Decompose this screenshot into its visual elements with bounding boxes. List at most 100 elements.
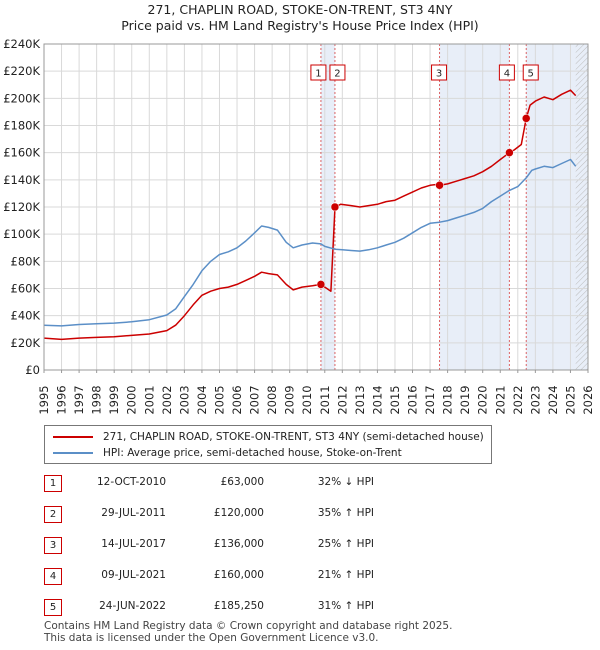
x-tick-label: 2000 bbox=[125, 385, 139, 414]
x-tick-label: 1996 bbox=[55, 385, 69, 414]
sale-markers bbox=[316, 114, 531, 289]
legend: 271, CHAPLIN ROAD, STOKE-ON-TRENT, ST3 4… bbox=[44, 425, 492, 464]
sale-label-box bbox=[329, 64, 346, 81]
legend-swatch-hpi bbox=[53, 452, 93, 454]
sale-price: £185,250 bbox=[213, 600, 264, 612]
sale-hpi-diff: 32% ↓ HPI bbox=[317, 476, 374, 488]
x-tick-label: 2010 bbox=[300, 385, 314, 414]
x-tick-label: 2015 bbox=[388, 385, 402, 414]
sale-date: 14-JUL-2017 bbox=[101, 538, 166, 550]
x-tick-label: 2002 bbox=[160, 385, 174, 414]
sale-number: 1 bbox=[44, 475, 62, 492]
x-tick-label: 2007 bbox=[248, 385, 262, 414]
sale-row: 2 29-JUL-2011 £120,000 35% ↑ HPI bbox=[44, 504, 564, 524]
sale-number: 4 bbox=[44, 568, 62, 585]
x-tick-label: 2024 bbox=[546, 385, 560, 414]
legend-item-property: 271, CHAPLIN ROAD, STOKE-ON-TRENT, ST3 4… bbox=[53, 429, 484, 445]
sale-date: 12-OCT-2010 bbox=[97, 476, 166, 488]
sale-price: £63,000 bbox=[220, 476, 264, 488]
x-tick-label: 2011 bbox=[318, 385, 332, 414]
legend-label-property: 271, CHAPLIN ROAD, STOKE-ON-TRENT, ST3 4… bbox=[103, 431, 484, 443]
sale-label-box bbox=[310, 64, 327, 81]
axis-layer: £0 £20K £40K £60K £80K £100K £120K £140K £160K £1… bbox=[3, 37, 595, 415]
y-tick-label: £40K bbox=[11, 309, 41, 323]
x-tick-label: 1999 bbox=[107, 385, 121, 414]
y-tick-label: £100K bbox=[3, 227, 40, 241]
x-tick-label: 1995 bbox=[37, 385, 51, 414]
sale-marker bbox=[435, 181, 444, 190]
footer-line-2: This data is licensed under the Open Gov… bbox=[44, 632, 379, 644]
sale-row: 3 14-JUL-2017 £136,000 25% ↑ HPI bbox=[44, 535, 564, 555]
footer-line-1: Contains HM Land Registry data © Crown c… bbox=[44, 620, 453, 632]
sale-hpi-diff: 21% ↑ HPI bbox=[317, 569, 374, 581]
sale-label-text: 5 bbox=[528, 69, 534, 80]
sale-date: 29-JUL-2011 bbox=[101, 507, 166, 519]
x-tick-label: 2025 bbox=[563, 385, 577, 414]
y-tick-label: £20K bbox=[11, 336, 41, 350]
sale-price: £136,000 bbox=[213, 538, 264, 550]
sale-label-text: 3 bbox=[436, 69, 442, 80]
y-tick-label: £0 bbox=[25, 363, 40, 377]
x-tick-label: 2003 bbox=[177, 385, 191, 414]
x-tick-label: 2020 bbox=[476, 385, 490, 414]
sale-number: 5 bbox=[44, 599, 62, 616]
x-tick-label: 2005 bbox=[212, 385, 226, 414]
sale-price: £160,000 bbox=[213, 569, 264, 581]
x-tick-label: 2017 bbox=[423, 385, 437, 414]
legend-label-hpi: HPI: Average price, semi-detached house,… bbox=[103, 447, 402, 459]
sale-date: 09-JUL-2021 bbox=[101, 569, 166, 581]
chart-subtitle: Price paid vs. HM Land Registry's House … bbox=[121, 18, 479, 33]
x-tick-label: 2022 bbox=[511, 385, 525, 414]
x-tick-label: 1997 bbox=[72, 385, 86, 414]
sale-label-box bbox=[522, 64, 539, 81]
legend-item-hpi: HPI: Average price, semi-detached house,… bbox=[53, 445, 402, 461]
plot-frame bbox=[43, 43, 589, 371]
sale-marker bbox=[316, 280, 326, 289]
sale-hpi-diff: 31% ↑ HPI bbox=[317, 600, 374, 612]
x-tick-label: 2001 bbox=[142, 385, 156, 414]
y-tick-label: £180K bbox=[3, 119, 40, 133]
y-tick-label: £140K bbox=[3, 173, 40, 187]
sale-marker bbox=[521, 114, 531, 123]
sale-label-text: 1 bbox=[315, 69, 321, 80]
x-tick-label: 1998 bbox=[90, 385, 104, 414]
legend-swatch-property bbox=[53, 436, 93, 438]
y-tick-label: £220K bbox=[3, 64, 40, 78]
sale-label-text: 4 bbox=[504, 69, 510, 80]
y-tick-label: £120K bbox=[3, 200, 40, 214]
y-tick-label: £200K bbox=[3, 91, 40, 105]
x-tick-label: 2026 bbox=[581, 385, 595, 414]
y-tick-label: £80K bbox=[11, 254, 41, 268]
y-tick-label: £160K bbox=[3, 146, 40, 160]
x-tick-label: 2004 bbox=[195, 385, 209, 414]
sale-hpi-diff: 25% ↑ HPI bbox=[317, 538, 374, 550]
x-tick-label: 2012 bbox=[335, 385, 349, 414]
sale-marker bbox=[505, 148, 514, 157]
x-tick-label: 2008 bbox=[265, 385, 279, 414]
x-tick-label: 2023 bbox=[528, 385, 542, 414]
sale-label-box bbox=[431, 64, 448, 81]
sale-hpi-diff: 35% ↑ HPI bbox=[317, 507, 374, 519]
x-tick-label: 2021 bbox=[493, 385, 507, 414]
x-tick-label: 2006 bbox=[230, 385, 244, 414]
footer: Contains HM Land Registry data © Crown c… bbox=[44, 620, 452, 644]
y-tick-label: £240K bbox=[3, 37, 40, 51]
sale-number: 2 bbox=[44, 506, 62, 523]
x-tick-label: 2016 bbox=[406, 385, 420, 414]
sale-marker bbox=[330, 202, 340, 212]
chart-title: 271, CHAPLIN ROAD, STOKE-ON-TRENT, ST3 4… bbox=[147, 2, 453, 17]
x-tick-label: 2013 bbox=[353, 385, 367, 414]
sale-number: 3 bbox=[44, 537, 62, 554]
sale-label-text: 2 bbox=[334, 69, 340, 80]
x-tick-label: 2019 bbox=[458, 385, 472, 414]
x-tick-label: 2014 bbox=[370, 385, 384, 414]
sale-date: 24-JUN-2022 bbox=[99, 600, 166, 612]
sale-row: 5 24-JUN-2022 £185,250 31% ↑ HPI bbox=[44, 597, 564, 617]
hpi-line bbox=[43, 158, 577, 327]
x-tick-label: 2018 bbox=[441, 385, 455, 414]
sale-row: 4 09-JUL-2021 £160,000 21% ↑ HPI bbox=[44, 566, 564, 586]
sale-label-box bbox=[498, 64, 515, 81]
sale-vlines: 1 2 3 4 5 bbox=[310, 44, 539, 370]
sale-row: 1 12-OCT-2010 £63,000 32% ↓ HPI bbox=[44, 473, 564, 493]
